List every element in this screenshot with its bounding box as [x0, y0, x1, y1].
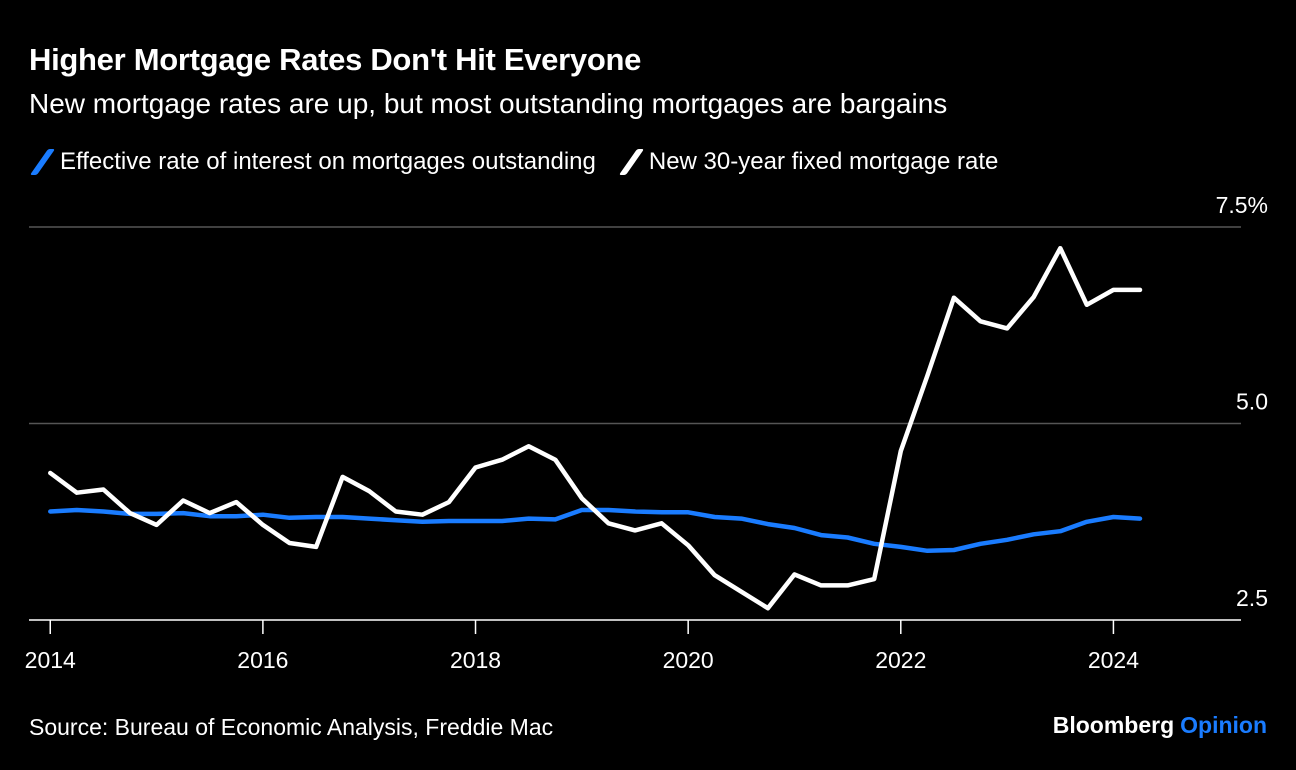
x-tick-label: 2018 — [450, 647, 501, 673]
series-line-new-30yr-rate — [48, 245, 1143, 611]
y-tick-label: 5.0 — [1236, 389, 1268, 415]
legend-label-effective-rate: Effective rate of interest on mortgages … — [60, 148, 596, 175]
brand-main: Bloomberg — [1052, 712, 1175, 738]
series-line-effective-rate — [48, 507, 1143, 554]
x-tick-label: 2024 — [1088, 647, 1139, 673]
x-tick-label: 2020 — [663, 647, 714, 673]
chart-title: Higher Mortgage Rates Don't Hit Everyone — [29, 42, 642, 77]
x-tick-label: 2016 — [237, 647, 288, 673]
x-tick-label: 2014 — [25, 647, 76, 673]
bloomberg-opinion-logo: Bloomberg Opinion — [1053, 712, 1267, 739]
chart-subtitle: New mortgage rates are up, but most outs… — [29, 88, 948, 119]
legend-item-effective-rate: Effective rate of interest on mortgages … — [29, 148, 596, 176]
source-note: Source: Bureau of Economic Analysis, Fre… — [29, 714, 554, 740]
y-tick-label: 2.5 — [1236, 585, 1268, 611]
y-tick-label: 7.5% — [1216, 192, 1268, 218]
brand-accent: Opinion — [1180, 712, 1267, 738]
legend-item-new-rate: New 30-year fixed mortgage rate — [618, 148, 999, 176]
legend-label-new-rate: New 30-year fixed mortgage rate — [648, 148, 999, 175]
x-tick-label: 2022 — [875, 647, 926, 673]
chart-legend: Effective rate of interest on mortgages … — [29, 148, 1020, 176]
